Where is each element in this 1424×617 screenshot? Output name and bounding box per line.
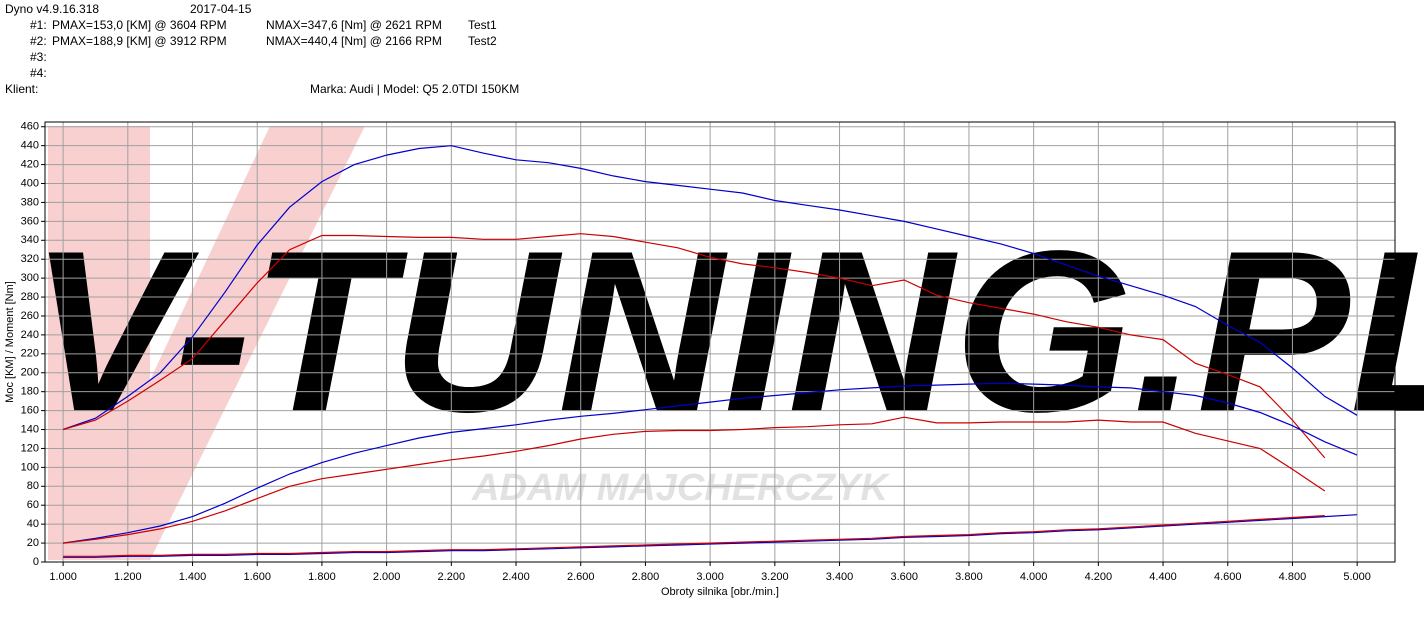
x-tick-label: 1.600 [243, 571, 271, 583]
y-tick-label: 340 [21, 234, 39, 246]
y-tick-label: 160 [21, 405, 39, 417]
y-tick-label: 260 [21, 310, 39, 322]
x-tick-label: 3.800 [955, 571, 983, 583]
row-pmax: PMAX=153,0 [KM] @ 3604 RPM [52, 18, 227, 32]
row-id: #3: [30, 50, 47, 64]
x-tick-label: 4.400 [1149, 571, 1177, 583]
watermark: ADAM MAJCHERCZYK [471, 467, 890, 509]
y-tick-label: 80 [27, 480, 39, 492]
x-tick-label: 3.200 [761, 571, 789, 583]
client-label: Klient: [5, 82, 38, 96]
x-tick-label: 2.200 [438, 571, 466, 583]
y-tick-label: 400 [21, 177, 39, 189]
y-tick-label: 360 [21, 215, 39, 227]
y-axis-title: Moc [KM] / Moment [Nm] [4, 281, 16, 403]
series-line [63, 382, 1358, 544]
test-date: 2017-04-15 [190, 2, 252, 16]
x-tick-label: 1.800 [308, 571, 336, 583]
x-tick-label: 2.000 [373, 571, 401, 583]
row-test: Test1 [468, 18, 497, 32]
y-tick-label: 420 [21, 158, 39, 170]
series-line [62, 233, 1326, 459]
vehicle: Marka: Audi | Model: Q5 2.0TDI 150KM [310, 82, 519, 96]
app-version: Dyno v4.9.16.318 [5, 2, 99, 16]
y-tick-label: 20 [27, 537, 39, 549]
row-nmax: NMAX=440,4 [Nm] @ 2166 RPM [266, 34, 442, 48]
series-line [63, 514, 1358, 558]
y-tick-label: 380 [21, 196, 39, 208]
y-tick-label: 60 [27, 499, 39, 511]
x-tick-label: 3.600 [890, 571, 918, 583]
row-pmax: PMAX=188,9 [KM] @ 3912 RPM [52, 34, 227, 48]
x-tick-label: 2.800 [632, 571, 660, 583]
row-id: #4: [30, 66, 47, 80]
x-tick-label: 2.600 [567, 571, 595, 583]
y-tick-label: 320 [21, 253, 39, 265]
x-tick-label: 5.000 [1343, 571, 1371, 583]
watermark: V-TUNING.PL [30, 203, 1424, 460]
y-tick-label: 300 [21, 272, 39, 284]
x-axis-title: Obroty silnika [obr./min.] [661, 586, 779, 598]
series-line [63, 416, 1326, 544]
y-tick-label: 180 [21, 386, 39, 398]
series-line [63, 515, 1325, 557]
x-tick-label: 1.000 [49, 571, 77, 583]
y-tick-label: 280 [21, 291, 39, 303]
row-id: #1: [30, 18, 47, 32]
x-tick-label: 4.000 [1020, 571, 1048, 583]
x-tick-label: 1.200 [114, 571, 142, 583]
y-tick-label: 220 [21, 348, 39, 360]
series-line [62, 145, 1358, 431]
x-tick-label: 3.000 [696, 571, 724, 583]
x-tick-label: 2.400 [502, 571, 530, 583]
y-tick-label: 120 [21, 442, 39, 454]
plot-border [44, 121, 1396, 563]
row-test: Test2 [468, 34, 497, 48]
y-tick-label: 460 [21, 121, 39, 133]
x-tick-label: 3.400 [826, 571, 854, 583]
x-tick-label: 4.600 [1214, 571, 1242, 583]
y-tick-label: 140 [21, 423, 39, 435]
y-tick-label: 100 [21, 461, 39, 473]
y-tick-label: 0 [33, 556, 39, 568]
x-tick-label: 4.200 [1085, 571, 1113, 583]
x-tick-label: 4.800 [1279, 571, 1307, 583]
y-tick-label: 40 [27, 518, 39, 530]
y-tick-label: 240 [21, 329, 39, 341]
y-tick-label: 440 [21, 140, 39, 152]
logo-shape [48, 126, 150, 560]
x-tick-label: 1.400 [179, 571, 207, 583]
y-tick-label: 200 [21, 367, 39, 379]
lines [62, 145, 1358, 558]
row-nmax: NMAX=347,6 [Nm] @ 2621 RPM [266, 18, 442, 32]
row-id: #2: [30, 34, 47, 48]
